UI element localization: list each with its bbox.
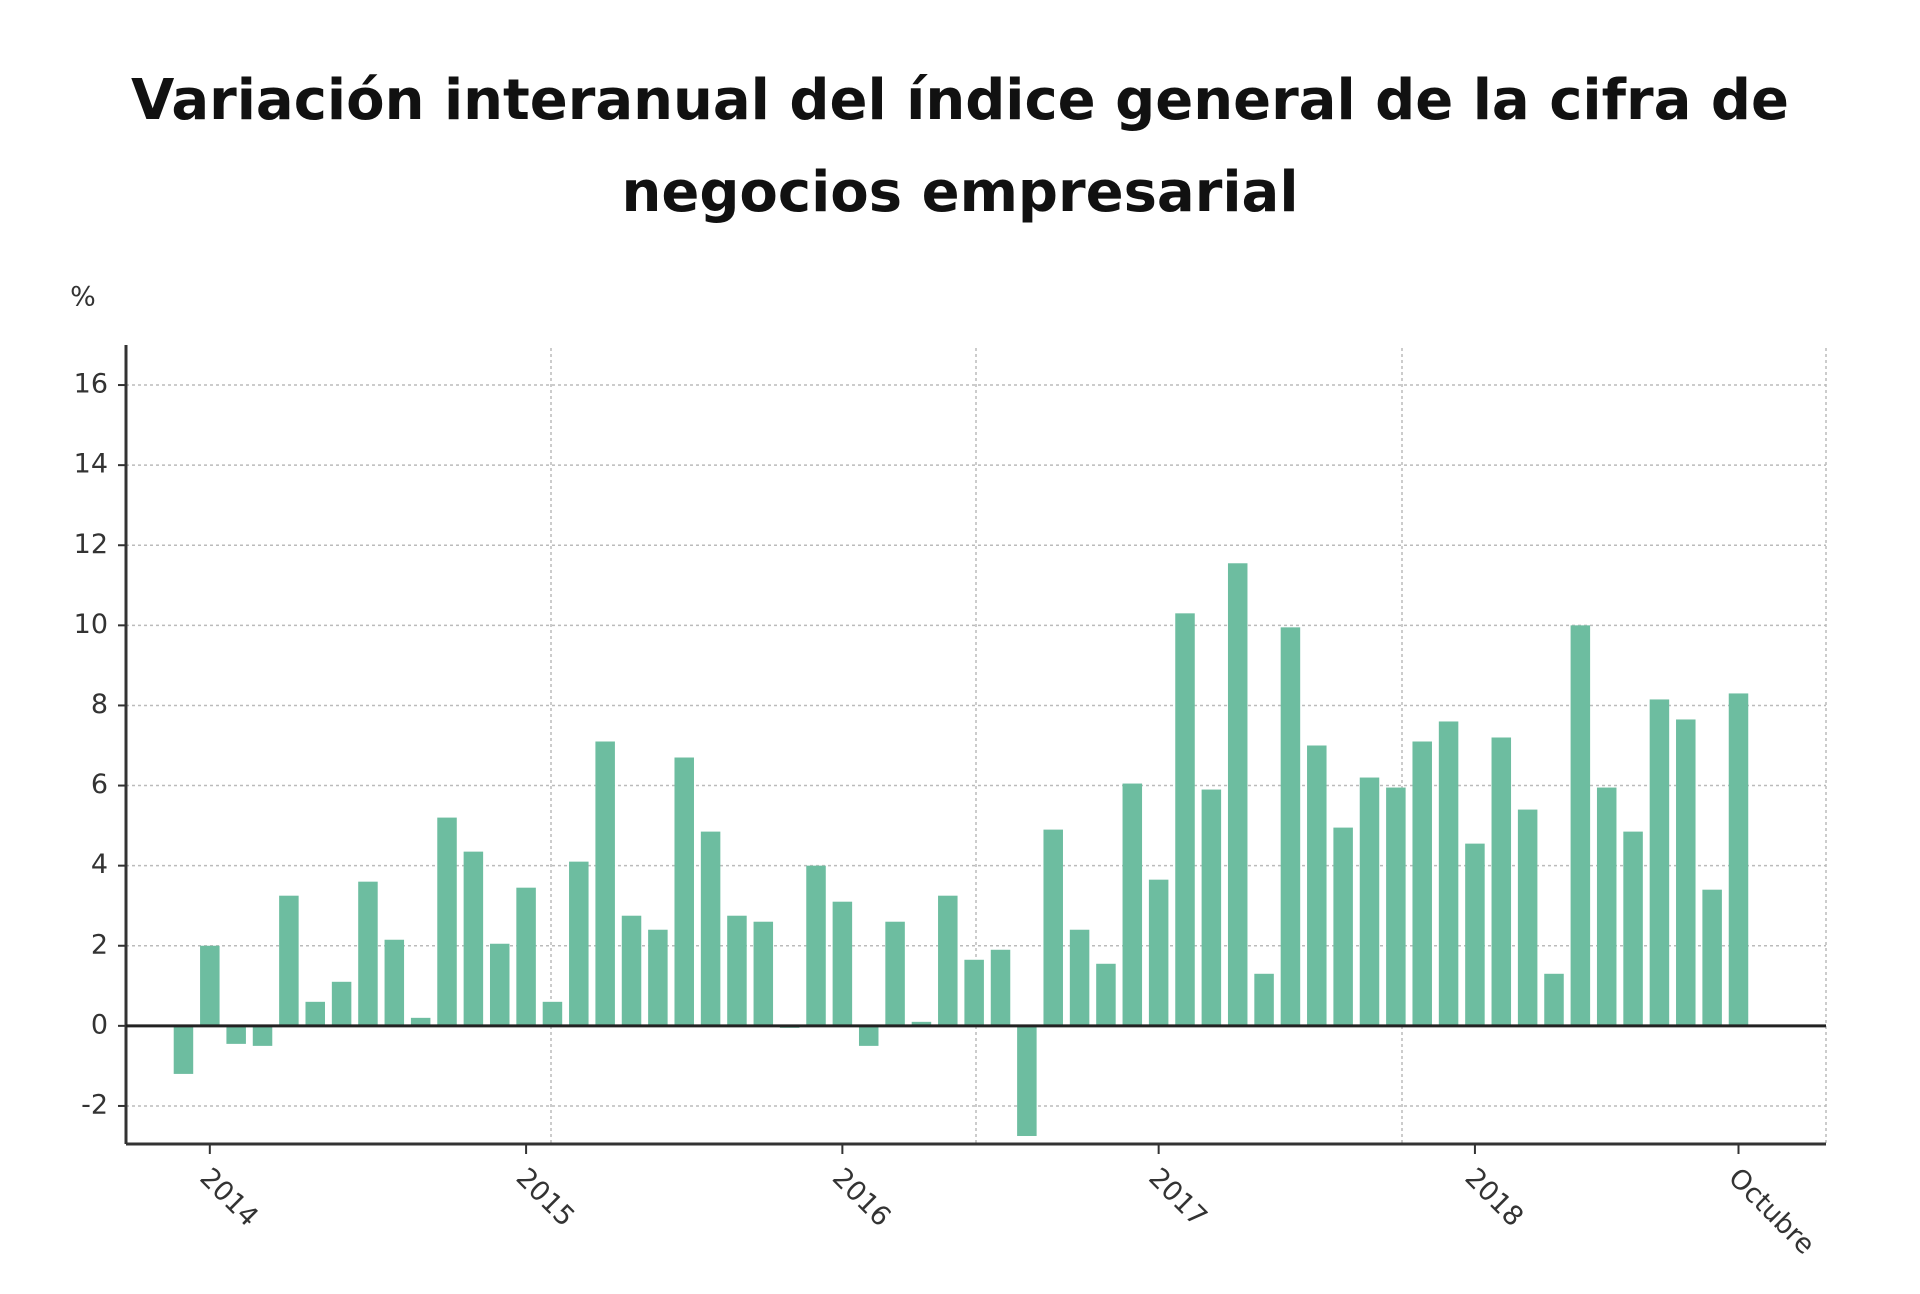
bar [384,939,405,1026]
y-tick-label: 4 [91,849,108,880]
bar [1043,829,1063,1026]
bar [1017,1025,1037,1136]
bar [463,851,484,1026]
bar [1254,973,1274,1026]
bar [1491,737,1512,1026]
bar [1227,563,1248,1026]
bar [1544,973,1564,1026]
y-axis-label: % [70,282,96,313]
bar [1148,879,1169,1026]
bar [753,921,774,1026]
bar [1175,613,1195,1026]
bar [674,757,694,1026]
bar [410,1017,431,1026]
bar [358,881,378,1026]
bar [700,831,721,1026]
bar [990,949,1011,1026]
bar [1728,693,1749,1026]
bar [1702,889,1722,1026]
bar [331,981,352,1026]
bar [542,1001,563,1026]
bar [305,1001,325,1026]
bar [1412,741,1432,1026]
y-tick-label: 16 [74,369,108,400]
bar [885,921,905,1026]
chart-title: Variación interanual del índice general … [131,68,1789,225]
x-tick-label: Octubre [1722,1162,1820,1260]
bar [1307,745,1327,1026]
bar [1069,929,1090,1026]
bar [964,959,984,1026]
x-tick-label: 2018 [1459,1162,1530,1233]
bar [1570,625,1591,1026]
bar [437,817,457,1026]
bar [1386,787,1406,1026]
bar [200,945,220,1026]
bar [489,943,510,1026]
bar [911,1021,932,1026]
y-tick-label: 8 [91,689,108,720]
bar [1280,627,1301,1026]
bar [252,1025,273,1046]
bar [858,1025,879,1046]
y-tick-label: 12 [74,529,108,560]
bar [1465,843,1485,1026]
y-tick-label: -2 [81,1089,108,1120]
bar [1359,777,1380,1026]
y-tick-label: 2 [91,929,108,960]
x-tick-label: 2017 [1142,1162,1213,1233]
bar [279,895,299,1026]
bar [226,1025,246,1044]
bar [1596,787,1617,1026]
bar [938,895,958,1026]
x-tick-label: 2014 [194,1162,265,1233]
y-tick-label: 6 [91,769,108,800]
bar [1517,809,1538,1026]
bar [621,915,642,1026]
bar [1201,789,1222,1026]
x-tick-label: 2016 [826,1162,897,1233]
bar [1623,831,1643,1026]
bar [648,929,668,1026]
bar [1676,719,1696,1026]
y-tick-label: 0 [91,1009,108,1040]
bar [1649,699,1670,1026]
bar [727,915,747,1026]
y-tick-label: 14 [74,449,108,480]
bar [595,741,615,1026]
bar [173,1025,194,1074]
x-tick-label: 2015 [510,1162,581,1233]
bar [1122,783,1143,1026]
bar [1438,721,1459,1026]
bar [516,887,536,1026]
bar [832,901,853,1026]
bar [569,861,589,1026]
y-tick-label: 10 [74,609,108,640]
bar [1333,827,1353,1026]
bar [806,865,826,1026]
title-box: Variación interanual del índice general … [131,68,1789,225]
bar [1096,963,1116,1026]
